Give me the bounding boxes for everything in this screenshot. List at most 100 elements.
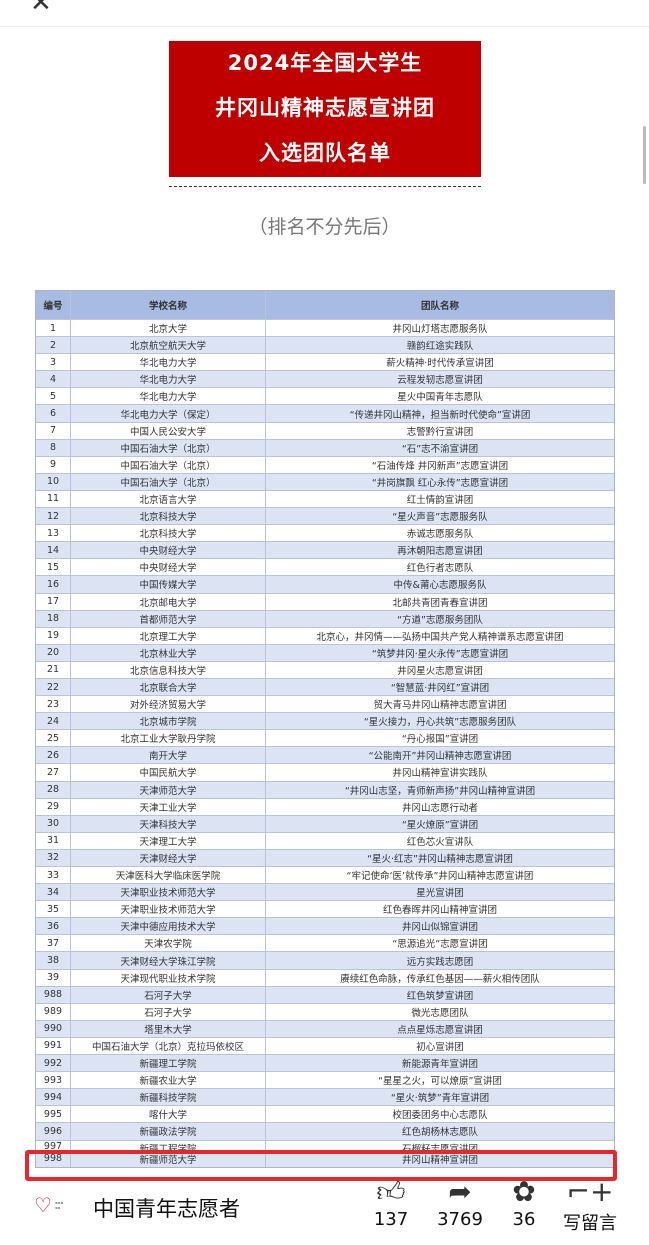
cell-number: 39 bbox=[36, 969, 71, 986]
cell-school: 新疆工程学院 bbox=[71, 1140, 266, 1155]
account-logo[interactable]: ♡ ▪▪▪ ▪▪ bbox=[34, 1193, 74, 1217]
share-count: 3769 bbox=[437, 1209, 483, 1230]
cell-team: “星火燎原”宣讲团 bbox=[401, 819, 479, 831]
cell-number: 15 bbox=[36, 559, 71, 576]
table-row: 33 天津医科大学临床医学院 “牢记使命‘医’就传承”井冈山精神志愿宣讲团 bbox=[36, 866, 614, 884]
cell-team: “方遒”志愿服务团队 bbox=[397, 614, 483, 626]
cell-number: 23 bbox=[36, 696, 71, 713]
cell-team: 志警黔行宣讲团 bbox=[406, 426, 474, 438]
cell-number: 37 bbox=[36, 935, 71, 952]
account-name[interactable]: 中国青年志愿者 bbox=[93, 1197, 240, 1221]
cell-school: 天津职业技术师范大学 bbox=[71, 901, 266, 918]
cell-school: 北京工业大学耿丹学院 bbox=[71, 730, 266, 747]
cell-team: 再沐朝阳志愿宣讲团 bbox=[397, 546, 483, 558]
cell-school: 南开大学 bbox=[71, 747, 266, 764]
cell-team: 赓续红色命脉，传承红色基因——薪火相传团队 bbox=[340, 973, 540, 985]
cell-school: 中国石油大学（北京）克拉玛依校区 bbox=[71, 1037, 266, 1055]
table-row: 18 首都师范大学 “方遒”志愿服务团队 bbox=[36, 609, 614, 627]
cell-school: 石河子大学 bbox=[71, 986, 266, 1003]
cell-number: 26 bbox=[36, 747, 71, 764]
cell-school: 北京林业大学 bbox=[71, 644, 266, 661]
table-row: 25 北京工业大学耿丹学院 “丹心报国”宣讲团 bbox=[36, 729, 614, 747]
cell-number: 994 bbox=[36, 1089, 71, 1106]
like-count: 137 bbox=[373, 1209, 409, 1230]
cell-school: 中国传媒大学 bbox=[71, 576, 266, 593]
table-row: 37 天津农学院 “思源追光”志愿宣讲团 bbox=[36, 934, 614, 952]
cell-school: 天津理工大学 bbox=[71, 832, 266, 849]
cell-number: 35 bbox=[36, 901, 71, 918]
cell-school: 北京大学 bbox=[71, 320, 266, 337]
table-row: 34 天津职业技术师范大学 星光宣讲团 bbox=[36, 883, 614, 901]
cell-team: 初心宣讲团 bbox=[416, 1041, 464, 1053]
cell-team: 红色胡杨林志愿队 bbox=[401, 1127, 478, 1139]
cell-number: 31 bbox=[36, 832, 71, 849]
cell-team: 红色行者志愿队 bbox=[406, 563, 474, 575]
cell-school: 天津中德应用技术大学 bbox=[71, 918, 266, 935]
table-row: 30 天津科技大学 “星火燎原”宣讲团 bbox=[36, 814, 614, 832]
cell-number: 988 bbox=[36, 986, 71, 1003]
share-button[interactable]: ➦ 3769 bbox=[430, 1175, 490, 1230]
table-row: 994 新疆科技学院 “星火·筑梦”青年宣讲团 bbox=[36, 1088, 614, 1106]
table-row: 16 中国传媒大学 中传&莆心志愿服务队 bbox=[36, 575, 614, 593]
table-row: 26 南开大学 “公能南开”井冈山精神志愿宣讲团 bbox=[36, 746, 614, 764]
scrollbar[interactable] bbox=[643, 126, 646, 184]
cell-team: 贸大青马井冈山精神志愿宣讲团 bbox=[373, 700, 507, 712]
wow-flower-icon: ✿ bbox=[512, 1175, 536, 1208]
cell-school: 新疆农业大学 bbox=[71, 1072, 266, 1089]
cell-team: 井冈星火志愿宣讲团 bbox=[397, 665, 483, 677]
cell-school: 华北电力大学 bbox=[71, 388, 266, 405]
cell-number: 996 bbox=[36, 1123, 71, 1140]
cell-team: “石油传烽 井冈新声”志愿宣讲团 bbox=[371, 460, 509, 472]
cell-team: 薪火精神·时代传承宣讲团 bbox=[386, 358, 494, 370]
cell-number: 25 bbox=[36, 730, 71, 747]
cell-school: 中国石油大学（北京） bbox=[71, 473, 266, 490]
table-row: 988 石河子大学 红色筑梦宣讲团 bbox=[36, 985, 614, 1003]
table-row: 4 华北电力大学 云程发轫志愿宣讲团 bbox=[36, 370, 614, 388]
cell-number: 19 bbox=[36, 627, 71, 644]
cell-school: 北京邮电大学 bbox=[71, 593, 266, 610]
comment-button[interactable]: ⌐+ 写留言 bbox=[560, 1175, 620, 1235]
table-row: 17 北京邮电大学 北邮共青团青春宣讲团 bbox=[36, 592, 614, 610]
cell-team: “井岗旗飘 红心永传”志愿宣讲团 bbox=[371, 477, 509, 489]
cell-school: 华北电力大学（保定） bbox=[71, 405, 266, 422]
cell-team: “智慧蓝·井冈红”宣讲团 bbox=[390, 683, 490, 695]
table-row: 31 天津理工大学 红色芯火宣讲队 bbox=[36, 831, 614, 849]
like-button[interactable]: 👍︎ 137 bbox=[361, 1175, 421, 1230]
table-row: 27 中国民航大学 井冈山精神宣讲实践队 bbox=[36, 763, 614, 781]
cell-school: 天津财经大学珠江学院 bbox=[71, 952, 266, 969]
cell-number: 32 bbox=[36, 849, 71, 866]
table-row: 28 天津师范大学 “井冈山志坚，青师新声扬”井冈山精神宣讲团 bbox=[36, 780, 614, 798]
table-row: 3 华北电力大学 薪火精神·时代传承宣讲团 bbox=[36, 353, 614, 371]
cell-team: “公能南开”井冈山精神志愿宣讲团 bbox=[368, 751, 512, 763]
header-school: 学校名称 bbox=[71, 291, 266, 319]
wow-button[interactable]: ✿ 36 bbox=[494, 1175, 554, 1230]
cell-team: 北京心，井冈情——弘扬中国共产党人精神谱系志愿宣讲团 bbox=[316, 631, 564, 643]
cell-school: 北京航空航天大学 bbox=[71, 337, 266, 354]
cell-school: 对外经济贸易大学 bbox=[71, 696, 266, 713]
table-row: 992 新疆理工学院 新能源青年宣讲团 bbox=[36, 1054, 614, 1072]
cell-school: 天津师范大学 bbox=[71, 781, 266, 798]
cell-number: 990 bbox=[36, 1020, 71, 1037]
cell-team: 红色筑梦宣讲团 bbox=[406, 990, 474, 1002]
heart-logo-icon: ♡ bbox=[34, 1193, 52, 1217]
cell-team: 井冈山似锦宣讲团 bbox=[401, 922, 478, 934]
wow-count: 36 bbox=[512, 1209, 536, 1230]
cell-team: 校团委团务中心志愿队 bbox=[392, 1110, 488, 1122]
cell-school: 北京科技大学 bbox=[71, 525, 266, 542]
cell-team: “传递井冈山精神，担当新时代使命”宣讲团 bbox=[349, 409, 531, 421]
cell-school: 中国石油大学（北京） bbox=[71, 439, 266, 456]
cell-team: 微光志愿团队 bbox=[411, 1007, 469, 1019]
cell-team: 石榴籽志愿宣讲团 bbox=[401, 1143, 478, 1155]
article-footer: ♡ ▪▪▪ ▪▪ 中国青年志愿者 👍︎ 137 ➦ 3769 ✿ 36 ⌐+ 写留言 bbox=[0, 1175, 649, 1245]
cell-team: 中传&莆心志愿服务队 bbox=[393, 580, 487, 592]
table-row: 20 北京林业大学 “筑梦井冈·星火永传”志愿宣讲团 bbox=[36, 643, 614, 661]
table-row: 991 中国石油大学（北京）克拉玛依校区 初心宣讲团 bbox=[36, 1036, 614, 1055]
table-row: 8 中国石油大学（北京） “石”志不渝宣讲团 bbox=[36, 438, 614, 456]
table-row: 11 北京语言大学 红土情韵宣讲团 bbox=[36, 489, 614, 508]
cell-team: 远方实践志愿团 bbox=[406, 956, 474, 968]
cell-number: 989 bbox=[36, 1003, 71, 1020]
cell-school: 天津财经大学 bbox=[71, 849, 266, 866]
cell-school: 新疆师范大学 bbox=[71, 1150, 266, 1167]
cell-number: 5 bbox=[36, 388, 71, 405]
close-icon[interactable]: ✕ bbox=[30, 0, 52, 18]
